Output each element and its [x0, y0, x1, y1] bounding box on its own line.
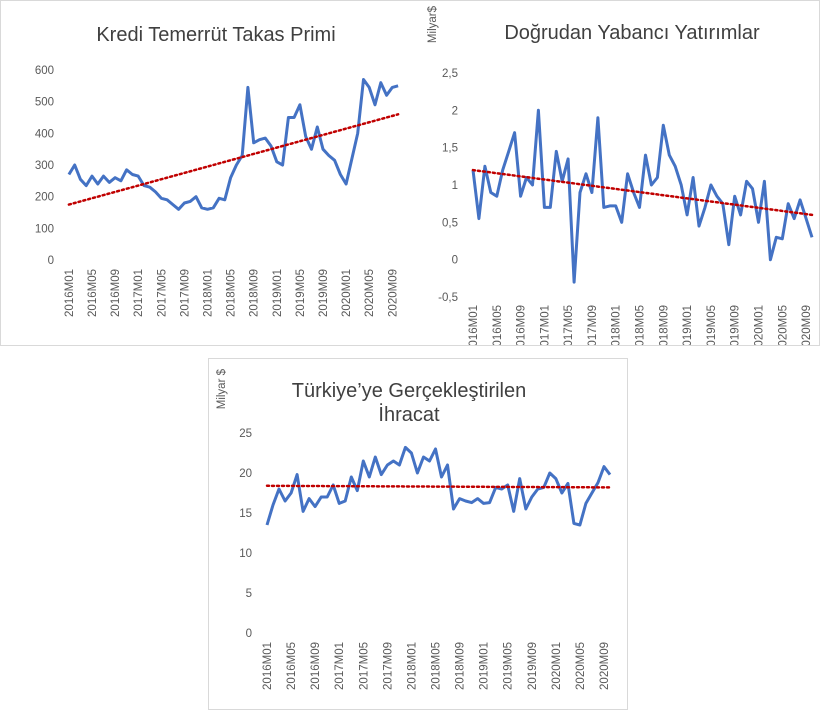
x-tick-label: 2016M09 — [310, 642, 322, 690]
x-tick-label: 2019M01 — [682, 305, 694, 345]
y-tick-label: 500 — [35, 97, 54, 109]
x-tick-label: 2017M01 — [539, 305, 551, 345]
x-tick-label: 2016M01 — [64, 269, 76, 317]
data-line — [471, 108, 814, 284]
y-tick-label: 2,5 — [442, 68, 458, 80]
x-tick-label: 2020M05 — [364, 269, 376, 317]
y-axis-label: Milyar$ — [427, 5, 439, 43]
y-tick-label: -0,5 — [438, 292, 458, 304]
x-tick-label: 2020M05 — [777, 305, 789, 345]
x-tick-label: 2016M01 — [468, 305, 480, 345]
y-tick-label: 1,5 — [442, 143, 458, 155]
x-tick-label: 2018M01 — [203, 269, 215, 317]
x-tick-label: 2019M09 — [730, 305, 742, 345]
y-tick-label: 5 — [246, 588, 252, 600]
x-tick-label: 2017M09 — [382, 642, 394, 690]
x-tick-label: 2018M09 — [658, 305, 670, 345]
x-tick-label: 2016M09 — [516, 305, 528, 345]
y-tick-label: 20 — [239, 468, 252, 480]
x-tick-label: 2017M01 — [133, 269, 145, 317]
x-tick-label: 2020M09 — [801, 305, 813, 345]
x-tick-label: 2016M01 — [262, 642, 274, 690]
x-tick-label: 2018M09 — [455, 642, 467, 690]
chart-title: Kredi Temerrüt Takas Primi — [96, 24, 336, 46]
chart: -0,5 0 0,5 1 1,5 2 2,5 Milyar$ 2016M01 2016M05 201… — [427, 5, 814, 345]
x-tick-label: 2018M05 — [635, 305, 647, 345]
y-tick-label: 15 — [239, 508, 252, 520]
x-tick-label: 2018M09 — [249, 269, 261, 317]
trend-line — [265, 484, 612, 489]
x-tick-label: 2019M05 — [503, 642, 515, 690]
x-tick-label: 2018M05 — [430, 642, 442, 690]
y-tick-label: 100 — [35, 223, 54, 235]
y-tick-label: 0,5 — [442, 217, 458, 229]
x-tick-label: 2019M09 — [527, 642, 539, 690]
x-tick-label: 2019M01 — [479, 642, 491, 690]
x-tick-label: 2017M05 — [358, 642, 370, 690]
trend-line — [67, 113, 400, 206]
x-tick-label: 2019M01 — [272, 269, 284, 317]
chart-title: Türkiye’ye Gerçekleştirilen İhracat — [291, 380, 527, 426]
y-tick-label: 2 — [452, 105, 458, 117]
y-tick-label: 10 — [239, 548, 252, 560]
chart: 0 100 200 300 400 500 600 2016M01 2016M05 2016M09… — [35, 65, 400, 317]
x-tick-label: 2018M05 — [226, 269, 238, 317]
x-tick-label: 2018M01 — [611, 305, 623, 345]
y-tick-label: 25 — [239, 428, 252, 440]
x-tick-label: 2016M05 — [286, 642, 298, 690]
y-tick-label: 0 — [48, 255, 54, 267]
x-tick-label: 2016M09 — [110, 269, 122, 317]
x-tick-label: 2018M01 — [406, 642, 418, 690]
data-line — [67, 78, 399, 211]
y-tick-label: 0 — [452, 255, 458, 267]
chart-title: Doğrudan Yabancı Yatırımlar — [504, 22, 760, 44]
x-tick-label: 2017M01 — [334, 642, 346, 690]
x-tick-label: 2020M01 — [341, 269, 353, 317]
y-tick-label: 600 — [35, 65, 54, 77]
x-tick-label: 2017M05 — [563, 305, 575, 345]
chart-panel: Doğrudan Yabancı Yatırımlar -0,5 0 0,5 1 1,5… — [422, 0, 820, 346]
chart: 0 5 10 15 20 25 Milyar $ 2016M01 2016M05 2016M09 2… — [216, 368, 612, 690]
trend-line — [471, 168, 814, 217]
y-tick-label: 200 — [35, 192, 54, 204]
x-tick-label: 2020M05 — [575, 642, 587, 690]
x-tick-label: 2020M01 — [753, 305, 765, 345]
x-tick-label: 2020M01 — [551, 642, 563, 690]
x-tick-label: 2016M05 — [87, 269, 99, 317]
x-tick-label: 2017M05 — [156, 269, 168, 317]
y-axis-label: Milyar $ — [216, 368, 228, 409]
y-tick-label: 1 — [452, 180, 458, 192]
x-tick-label: 2016M05 — [492, 305, 504, 345]
x-tick-label: 2017M09 — [587, 305, 599, 345]
data-line — [265, 445, 612, 527]
y-tick-label: 300 — [35, 160, 54, 172]
y-tick-label: 0 — [246, 628, 252, 640]
x-tick-label: 2019M05 — [295, 269, 307, 317]
x-tick-label: 2019M09 — [318, 269, 330, 317]
y-tick-label: 400 — [35, 128, 54, 140]
chart-panel: Türkiye’ye Gerçekleştirilen İhracat 0 5 10… — [208, 358, 628, 710]
chart-panel: Kredi Temerrüt Takas Primi 0 100 200 300 400… — [0, 0, 423, 346]
x-tick-label: 2020M09 — [387, 269, 399, 317]
x-tick-label: 2017M09 — [179, 269, 191, 317]
x-tick-label: 2020M09 — [599, 642, 611, 690]
x-tick-label: 2019M05 — [706, 305, 718, 345]
